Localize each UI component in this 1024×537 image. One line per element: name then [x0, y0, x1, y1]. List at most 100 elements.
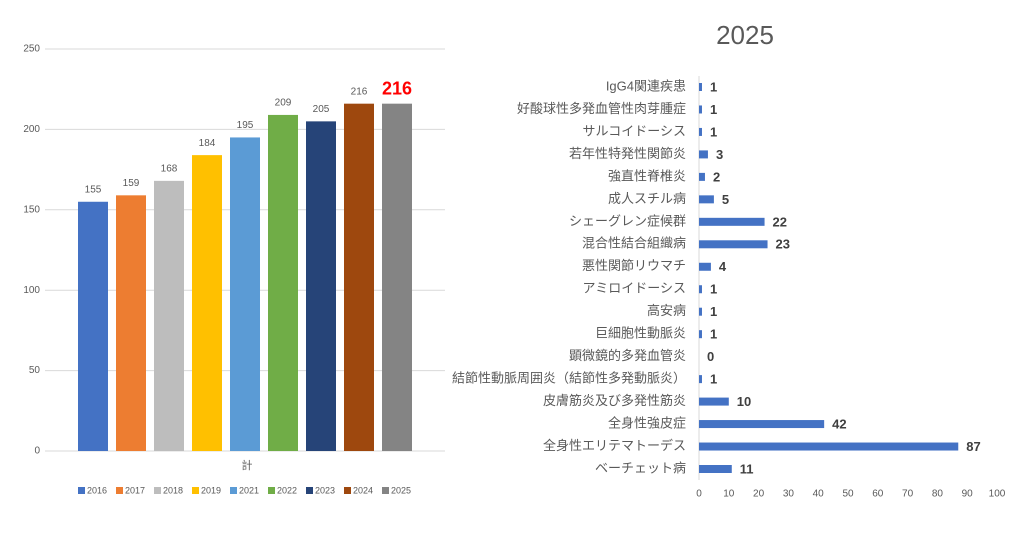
data-label: 159 — [123, 178, 140, 189]
y-tick-label: 100 — [23, 285, 40, 296]
x-tick-label: 計 — [242, 458, 253, 472]
data-label: 216 — [382, 78, 412, 98]
chart-title: 2025 — [716, 20, 774, 50]
bar — [699, 240, 768, 249]
data-label: 2 — [713, 169, 720, 184]
legend-label: 2024 — [353, 485, 373, 495]
legend-swatch — [116, 487, 123, 494]
legend-swatch — [230, 487, 237, 494]
data-label: 209 — [275, 98, 292, 109]
y-tick-label: シェーグレン症候群 — [569, 213, 686, 228]
legend-label: 2016 — [87, 485, 107, 495]
data-label: 168 — [161, 163, 178, 174]
data-label: 3 — [716, 147, 723, 162]
legend-swatch — [382, 487, 389, 494]
data-label: 1 — [710, 102, 717, 117]
y-tick-label: サルコイドーシス — [583, 123, 686, 138]
data-label: 1 — [710, 79, 717, 94]
y-tick-label: 顕微鏡的多発血管炎 — [569, 348, 686, 363]
bar — [699, 172, 705, 181]
legend-label: 2017 — [125, 485, 145, 495]
x-tick-label: 40 — [813, 489, 825, 500]
legend-label: 2022 — [277, 485, 297, 495]
data-label: 11 — [740, 461, 754, 476]
x-tick-label: 60 — [872, 489, 884, 500]
data-label: 184 — [199, 138, 216, 149]
legend-label: 2018 — [163, 485, 183, 495]
bar — [699, 262, 711, 271]
legend-swatch — [344, 487, 351, 494]
x-tick-label: 90 — [962, 489, 974, 500]
x-tick-label: 80 — [932, 489, 944, 500]
y-tick-label: アミロイドーシス — [583, 281, 686, 296]
legend-label: 2025 — [391, 485, 411, 495]
y-tick-label: 0 — [34, 446, 40, 457]
data-label: 155 — [85, 184, 102, 195]
x-tick-label: 50 — [842, 489, 854, 500]
y-tick-label: IgG4関連疾患 — [606, 78, 686, 93]
bar — [699, 307, 702, 316]
y-tick-label: 皮膚筋炎及び多発性筋炎 — [543, 393, 686, 408]
y-tick-label: 成人スチル病 — [608, 191, 686, 206]
bar — [699, 330, 702, 339]
x-tick-label: 100 — [989, 489, 1006, 500]
y-tick-label: 悪性関節リウマチ — [582, 258, 686, 273]
bar — [306, 121, 336, 452]
data-label: 1 — [710, 124, 717, 139]
bar — [699, 127, 702, 136]
bar — [268, 114, 298, 451]
bar — [192, 155, 222, 452]
bar — [344, 103, 374, 451]
bar — [699, 217, 765, 226]
data-label: 195 — [237, 120, 254, 131]
x-tick-label: 30 — [783, 489, 795, 500]
data-label: 1 — [710, 304, 717, 319]
y-tick-label: 好酸球性多発血管性肉芽腫症 — [517, 101, 686, 116]
y-tick-label: 全身性強皮症 — [608, 415, 686, 430]
y-tick-label: 結節性動脈周囲炎（結節性多発動脈炎） — [452, 371, 686, 386]
bar — [699, 195, 714, 204]
data-label: 10 — [737, 394, 751, 409]
bar — [382, 103, 412, 451]
y-tick-label: 50 — [29, 365, 41, 376]
data-label: 23 — [776, 237, 790, 252]
legend-swatch — [306, 487, 313, 494]
data-label: 42 — [832, 416, 846, 431]
bar — [230, 137, 260, 451]
x-tick-label: 20 — [753, 489, 765, 500]
bar — [116, 195, 146, 451]
y-tick-label: 混合性結合組織病 — [582, 236, 686, 251]
y-tick-label: 強直性脊椎炎 — [608, 168, 686, 183]
data-label: 205 — [313, 104, 330, 115]
bar — [699, 150, 708, 159]
data-label: 1 — [710, 372, 717, 387]
data-label: 216 — [351, 86, 368, 97]
y-tick-label: 巨細胞性動脈炎 — [595, 326, 686, 341]
bar — [699, 83, 702, 91]
y-tick-label: ベーチェット病 — [595, 460, 686, 475]
bar — [699, 375, 702, 384]
legend-label: 2023 — [315, 485, 335, 495]
bar — [699, 105, 702, 114]
bar — [699, 397, 729, 406]
legend-swatch — [154, 487, 161, 494]
legend-swatch — [268, 487, 275, 494]
bar — [154, 180, 184, 451]
x-tick-label: 10 — [723, 489, 735, 500]
y-tick-label: 若年性特発性関節炎 — [569, 146, 686, 161]
data-label: 1 — [710, 282, 717, 297]
x-tick-label: 0 — [696, 489, 702, 500]
data-label: 5 — [722, 192, 729, 207]
data-label: 22 — [773, 214, 787, 229]
bar — [699, 285, 702, 294]
bar — [699, 442, 959, 451]
y-tick-label: 全身性エリテマトーデス — [543, 438, 686, 453]
legend-label: 2021 — [239, 485, 259, 495]
legend-label: 2019 — [201, 485, 221, 495]
bar — [78, 201, 108, 451]
data-label: 87 — [966, 439, 980, 454]
data-label: 0 — [707, 349, 714, 364]
y-tick-label: 150 — [23, 204, 40, 215]
data-label: 4 — [719, 259, 727, 274]
